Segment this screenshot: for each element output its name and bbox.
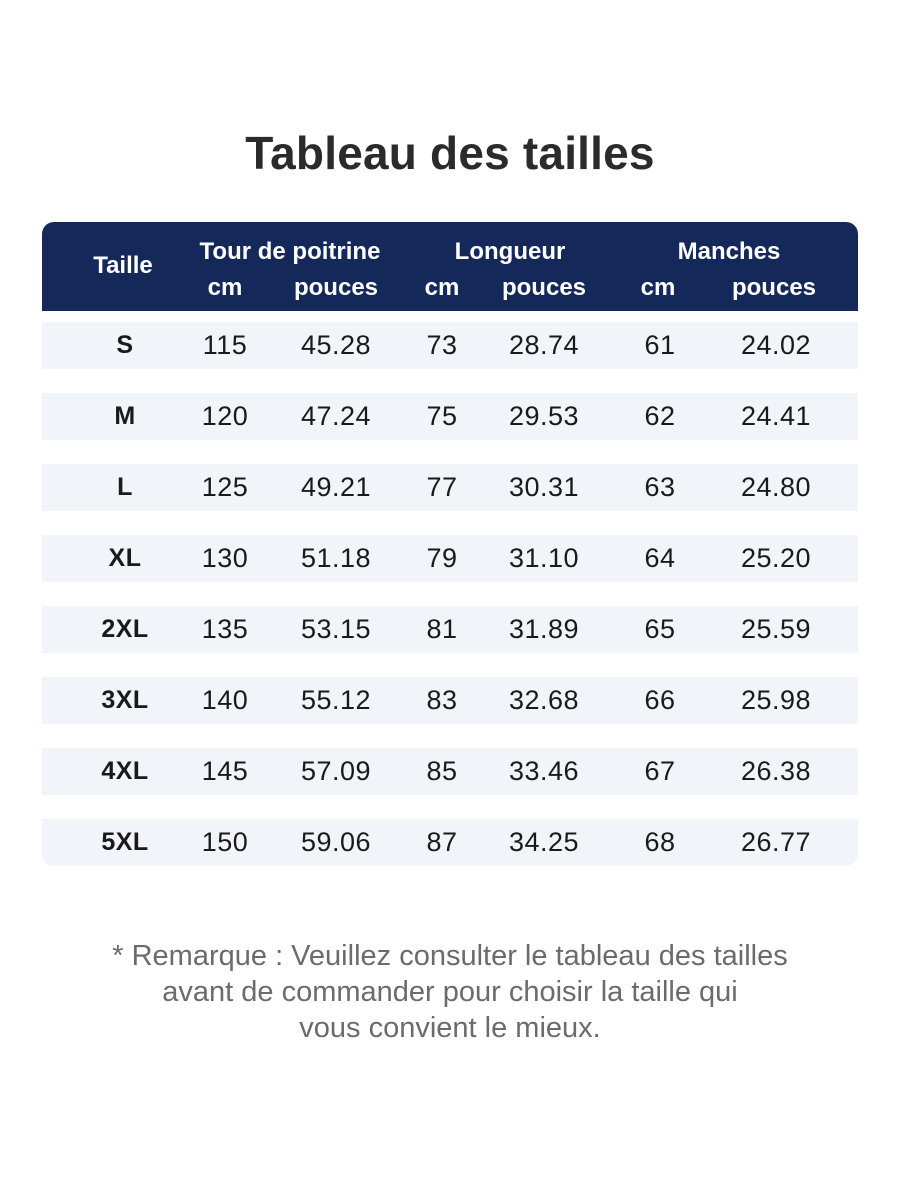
- sleeve-cm-cell: 65: [644, 614, 676, 644]
- sleeve-cm-cell: 68: [644, 827, 676, 857]
- size-cell: 2XL: [101, 615, 149, 643]
- chest-in-cell: 55.12: [300, 685, 372, 715]
- size-cell: 3XL: [101, 686, 149, 714]
- chest-cm-cell: 135: [201, 614, 249, 644]
- header-sleeves-inches: pouces: [731, 274, 817, 301]
- size-cell: XL: [108, 544, 142, 572]
- length-in-cell: 31.10: [508, 543, 580, 573]
- table-header: Taille Tour de poitrine cm pouces Longue…: [42, 222, 858, 311]
- length-cm-cell: 75: [426, 401, 458, 431]
- chest-in-cell: 59.06: [300, 827, 372, 857]
- table-row: 4XL 145 57.09 85 33.46 67 26.38: [42, 748, 858, 795]
- sizing-note: * Remarque : Veuillez consulter le table…: [0, 938, 900, 1046]
- note-line: * Remarque : Veuillez consulter le table…: [112, 940, 788, 972]
- length-cm-cell: 81: [426, 614, 458, 644]
- chest-in-cell: 53.15: [300, 614, 372, 644]
- length-cm-cell: 79: [426, 543, 458, 573]
- table-row: S 115 45.28 73 28.74 61 24.02: [42, 322, 858, 369]
- table-row: 3XL 140 55.12 83 32.68 66 25.98: [42, 677, 858, 724]
- sleeve-in-cell: 24.02: [740, 330, 812, 360]
- sleeve-cm-cell: 67: [644, 756, 676, 786]
- chest-cm-cell: 140: [201, 685, 249, 715]
- chest-in-cell: 51.18: [300, 543, 372, 573]
- length-cm-cell: 87: [426, 827, 458, 857]
- size-table: Taille Tour de poitrine cm pouces Longue…: [42, 222, 858, 866]
- sleeve-cm-cell: 62: [644, 401, 676, 431]
- header-chest-cm: cm: [207, 274, 243, 301]
- length-in-cell: 28.74: [508, 330, 580, 360]
- header-length-inches: pouces: [501, 274, 587, 301]
- length-in-cell: 29.53: [508, 401, 580, 431]
- chest-cm-cell: 150: [201, 827, 249, 857]
- header-size: Taille: [93, 252, 153, 279]
- sleeve-in-cell: 26.38: [740, 756, 812, 786]
- length-in-cell: 30.31: [508, 472, 580, 502]
- chest-in-cell: 47.24: [300, 401, 372, 431]
- length-cm-cell: 85: [426, 756, 458, 786]
- chest-cm-cell: 120: [201, 401, 249, 431]
- sleeve-in-cell: 24.41: [740, 401, 812, 431]
- page-title: Tableau des tailles: [245, 127, 655, 179]
- size-cell: S: [116, 331, 134, 359]
- sleeve-cm-cell: 64: [644, 543, 676, 573]
- chest-cm-cell: 115: [202, 330, 248, 360]
- sleeve-in-cell: 24.80: [740, 472, 812, 502]
- note-line: vous convient le mieux.: [299, 1012, 601, 1044]
- header-sleeves-cm: cm: [640, 274, 676, 301]
- sleeve-in-cell: 25.59: [740, 614, 812, 644]
- length-cm-cell: 73: [426, 330, 458, 360]
- length-cm-cell: 83: [426, 685, 458, 715]
- sleeve-in-cell: 25.98: [740, 685, 812, 715]
- sleeve-cm-cell: 61: [644, 330, 676, 360]
- size-cell: M: [114, 402, 136, 430]
- table-row: XL 130 51.18 79 31.10 64 25.20: [42, 535, 858, 582]
- sleeve-cm-cell: 63: [644, 472, 676, 502]
- header-length: Longueur: [454, 238, 566, 265]
- sleeve-in-cell: 25.20: [740, 543, 812, 573]
- header-chest-inches: pouces: [293, 274, 379, 301]
- size-cell: 5XL: [101, 828, 149, 856]
- sleeve-in-cell: 26.77: [740, 827, 812, 857]
- chest-in-cell: 45.28: [300, 330, 372, 360]
- header-length-cm: cm: [424, 274, 460, 301]
- chest-in-cell: 49.21: [300, 472, 372, 502]
- size-cell: L: [117, 473, 133, 501]
- note-line: avant de commander pour choisir la taill…: [162, 976, 738, 1008]
- length-in-cell: 34.25: [508, 827, 580, 857]
- chest-cm-cell: 125: [201, 472, 249, 502]
- table-row: L 125 49.21 77 30.31 63 24.80: [42, 464, 858, 511]
- sleeve-cm-cell: 66: [644, 685, 676, 715]
- chest-in-cell: 57.09: [300, 756, 372, 786]
- length-in-cell: 32.68: [508, 685, 580, 715]
- size-cell: 4XL: [101, 757, 149, 785]
- table-row: 5XL 150 59.06 87 34.25 68 26.77: [42, 819, 858, 866]
- table-row: 2XL 135 53.15 81 31.89 65 25.59: [42, 606, 858, 653]
- chest-cm-cell: 145: [201, 756, 249, 786]
- header-chest: Tour de poitrine: [199, 238, 381, 265]
- length-in-cell: 31.89: [508, 614, 580, 644]
- chest-cm-cell: 130: [201, 543, 249, 573]
- length-in-cell: 33.46: [508, 756, 580, 786]
- header-sleeves: Manches: [677, 238, 781, 265]
- length-cm-cell: 77: [426, 472, 458, 502]
- table-row: M 120 47.24 75 29.53 62 24.41: [42, 393, 858, 440]
